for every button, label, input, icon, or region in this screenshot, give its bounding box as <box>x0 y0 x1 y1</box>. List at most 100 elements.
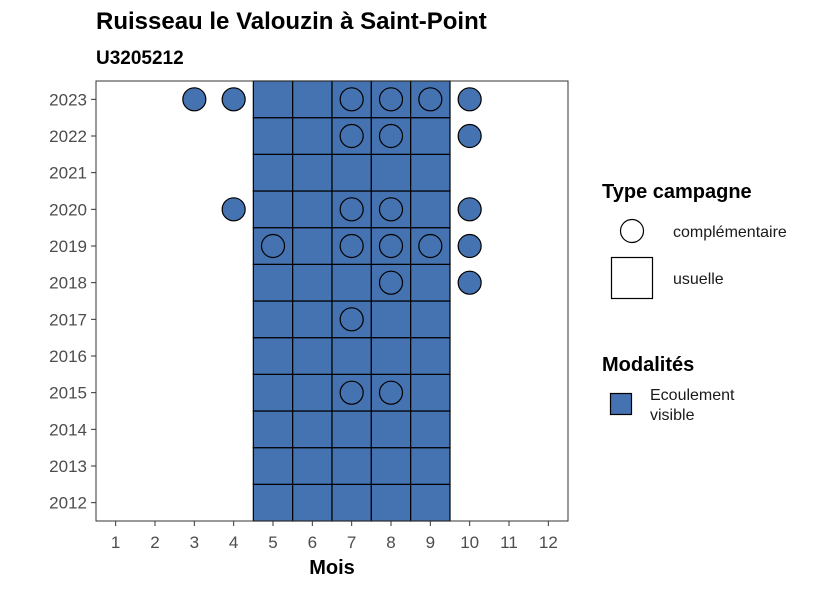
circle-mark <box>378 197 404 222</box>
y-tick-label: 2018 <box>49 274 87 293</box>
circle-mark <box>378 123 404 149</box>
square-mark <box>410 300 451 339</box>
legend-modalites: Modalités Ecoulement visible <box>602 354 735 424</box>
x-tick-label: 3 <box>190 533 199 552</box>
square-mark <box>331 447 372 485</box>
square-mark <box>252 410 294 449</box>
circle-mark <box>339 307 364 332</box>
square-mark <box>331 483 372 522</box>
circles-layer <box>182 87 482 405</box>
x-tick-label: 12 <box>539 533 558 552</box>
square-mark <box>292 300 333 339</box>
legend-fill-label-line1: Ecoulement <box>650 387 735 404</box>
circle-mark <box>457 123 482 149</box>
plot-border <box>95 80 569 522</box>
square-mark <box>331 153 372 192</box>
legend-fill-title: Modalités <box>602 354 694 376</box>
chart-subtitle: U3205212 <box>96 48 184 69</box>
legend-circle-key <box>619 218 645 244</box>
square-mark <box>252 483 294 522</box>
square-mark <box>410 410 451 449</box>
plot-area <box>95 80 569 522</box>
circle-mark <box>378 380 404 405</box>
legend-shape-title: Type campagne <box>602 181 752 203</box>
square-mark <box>252 117 294 155</box>
square-mark <box>370 337 412 375</box>
square-mark <box>252 190 294 229</box>
circle-mark <box>457 233 482 259</box>
circle-mark <box>418 87 443 112</box>
square-mark <box>370 483 412 522</box>
y-tick-label: 2015 <box>49 384 87 403</box>
circle-mark <box>339 87 364 112</box>
x-tick-label: 10 <box>460 533 479 552</box>
circle-mark <box>221 197 246 222</box>
square-mark <box>370 153 412 192</box>
x-tick-label: 9 <box>426 533 435 552</box>
circle-mark <box>182 87 207 112</box>
y-tick-label: 2019 <box>49 237 87 256</box>
legend-square-key <box>610 256 654 300</box>
squares-layer <box>252 80 451 522</box>
x-tick-label: 1 <box>111 533 120 552</box>
square-mark <box>370 410 412 449</box>
square-mark <box>252 447 294 485</box>
circle-mark <box>339 233 364 259</box>
square-mark <box>252 263 294 302</box>
square-mark <box>410 373 451 412</box>
square-mark <box>410 153 451 192</box>
circle-mark <box>457 87 482 112</box>
square-mark <box>292 117 333 155</box>
x-axis-title: Mois <box>309 557 355 579</box>
square-mark <box>410 483 451 522</box>
y-tick-label: 2020 <box>49 200 87 219</box>
square-mark <box>410 190 451 229</box>
y-tick-label: 2012 <box>49 494 87 513</box>
square-mark <box>252 80 294 119</box>
square-mark <box>292 373 333 412</box>
square-mark <box>252 337 294 375</box>
y-tick-label: 2023 <box>49 90 87 109</box>
y-tick-label: 2014 <box>49 420 87 439</box>
x-tick-label: 5 <box>268 533 277 552</box>
y-tick-label: 2022 <box>49 127 87 146</box>
x-tick-label: 8 <box>386 533 395 552</box>
legend-fill-label-line2: visible <box>650 407 695 424</box>
square-mark <box>410 263 451 302</box>
square-mark <box>292 263 333 302</box>
square-mark <box>252 153 294 192</box>
x-tick-label: 2 <box>150 533 159 552</box>
square-mark <box>331 410 372 449</box>
square-mark <box>292 337 333 375</box>
circle-mark <box>339 197 364 222</box>
legend-square-label: usuelle <box>673 271 724 288</box>
square-mark <box>410 447 451 485</box>
square-mark <box>410 337 451 375</box>
square-mark <box>410 117 451 155</box>
circle-mark <box>339 123 364 149</box>
y-tick-label: 2017 <box>49 310 87 329</box>
square-mark <box>292 410 333 449</box>
square-mark <box>292 153 333 192</box>
legend-circle-label: complémentaire <box>673 224 787 241</box>
square-mark <box>252 373 294 412</box>
y-axis: 2012 2013 2014 2015 2016 2017 2018 2019 2020 2021… <box>49 90 96 513</box>
chart-title: Ruisseau le Valouzin à Saint-Point <box>96 8 487 35</box>
x-tick-label: 11 <box>500 533 518 552</box>
square-mark <box>292 227 333 265</box>
square-mark <box>252 300 294 339</box>
square-mark <box>292 483 333 522</box>
circle-mark <box>378 87 404 112</box>
square-mark <box>292 80 333 119</box>
circle-mark <box>221 87 246 112</box>
circle-mark <box>339 380 364 405</box>
legend-fill-key <box>609 392 633 416</box>
square-mark <box>331 337 372 375</box>
circle-mark <box>418 233 443 259</box>
y-tick-label: 2021 <box>49 164 87 183</box>
square-mark <box>370 447 412 485</box>
square-mark <box>292 190 333 229</box>
circle-mark <box>457 197 482 222</box>
square-mark <box>292 447 333 485</box>
